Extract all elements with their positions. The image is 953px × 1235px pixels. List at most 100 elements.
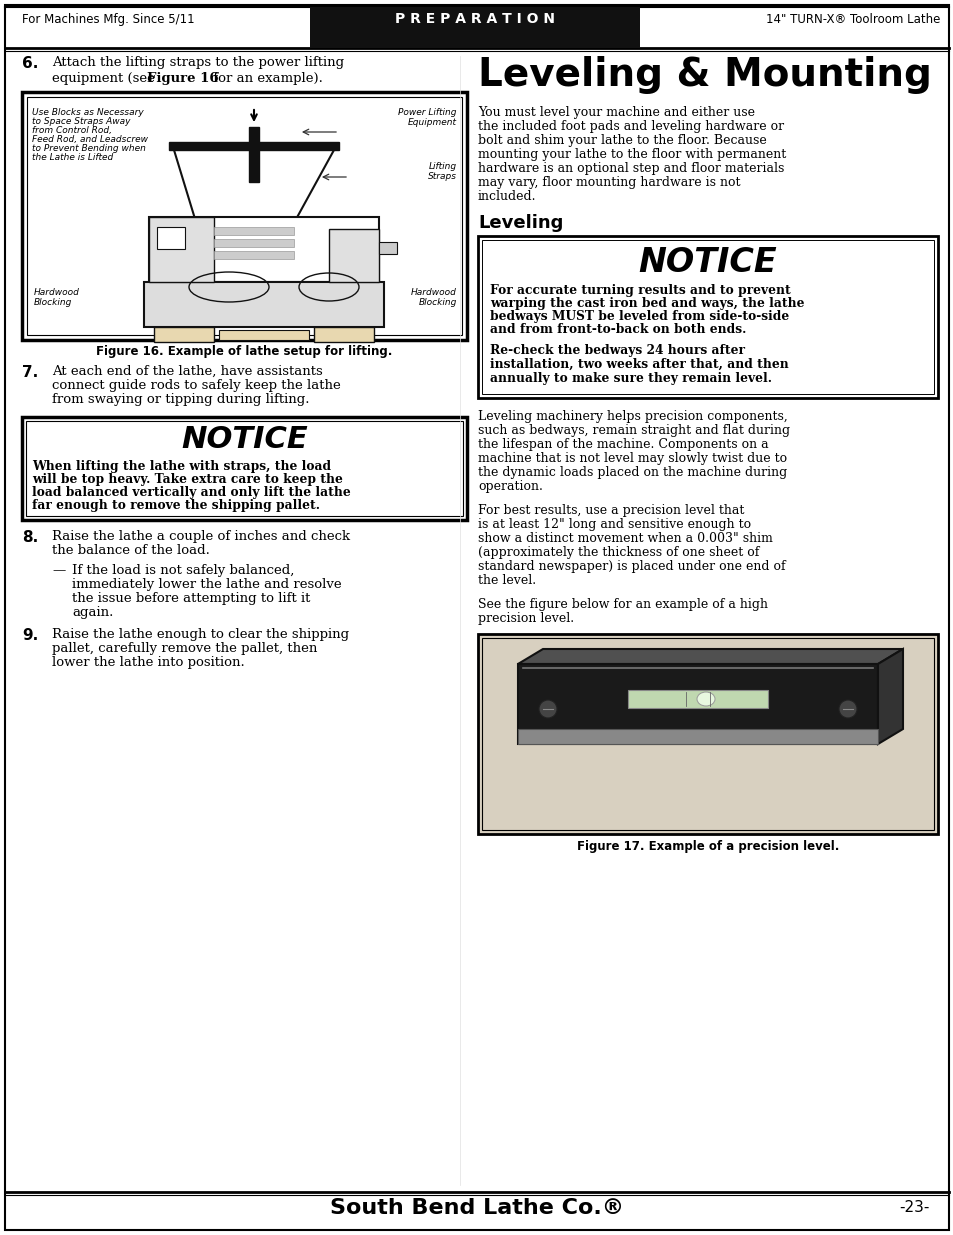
Text: warping the cast iron bed and ways, the lathe: warping the cast iron bed and ways, the …: [490, 296, 803, 310]
Text: mounting your lathe to the floor with permanent: mounting your lathe to the floor with pe…: [477, 148, 785, 161]
Text: Lifting: Lifting: [429, 162, 456, 170]
Bar: [329, 228, 378, 282]
Text: the dynamic loads placed on the machine during: the dynamic loads placed on the machine …: [477, 466, 786, 479]
Text: Use Blocks as Necessary: Use Blocks as Necessary: [32, 107, 144, 117]
Text: Blocking: Blocking: [34, 298, 72, 308]
Text: again.: again.: [71, 606, 113, 619]
Bar: [477, 634, 937, 834]
Text: South Bend Lathe Co.®: South Bend Lathe Co.®: [330, 1198, 623, 1218]
Text: lower the lathe into position.: lower the lathe into position.: [52, 656, 245, 669]
Text: Blocking: Blocking: [418, 298, 456, 308]
Text: -23-: -23-: [899, 1200, 929, 1215]
Text: When lifting the lathe with straps, the load: When lifting the lathe with straps, the …: [32, 459, 331, 473]
Text: far enough to remove the shipping pallet.: far enough to remove the shipping pallet…: [32, 499, 319, 513]
Text: Feed Rod, and Leadscrew: Feed Rod, and Leadscrew: [32, 135, 148, 144]
Text: Re-check the bedways 24 hours after: Re-check the bedways 24 hours after: [490, 345, 744, 357]
Text: annually to make sure they remain level.: annually to make sure they remain level.: [490, 372, 771, 385]
Bar: [22, 417, 467, 520]
Ellipse shape: [697, 692, 714, 706]
Text: from swaying or tipping during lifting.: from swaying or tipping during lifting.: [52, 393, 309, 406]
Bar: [153, 327, 213, 342]
Text: 6.: 6.: [22, 56, 38, 70]
Text: to Prevent Bending when: to Prevent Bending when: [32, 144, 146, 153]
Bar: [213, 251, 294, 259]
Text: hardware is an optional step and floor materials: hardware is an optional step and floor m…: [477, 162, 783, 175]
Text: connect guide rods to safely keep the lathe: connect guide rods to safely keep the la…: [52, 379, 340, 391]
Polygon shape: [521, 748, 906, 773]
Bar: [26, 421, 462, 516]
Text: Figure 17. Example of a precision level.: Figure 17. Example of a precision level.: [577, 840, 839, 853]
Text: Leveling & Mounting: Leveling & Mounting: [477, 56, 931, 94]
Text: the level.: the level.: [477, 574, 536, 587]
Bar: [477, 236, 937, 398]
Circle shape: [838, 700, 856, 718]
Text: machine that is not level may slowly twist due to: machine that is not level may slowly twi…: [477, 452, 786, 466]
Text: may vary, floor mounting hardware is not: may vary, floor mounting hardware is not: [477, 177, 740, 189]
Text: Straps: Straps: [428, 172, 456, 182]
Bar: [27, 98, 461, 335]
Text: 8.: 8.: [22, 530, 38, 545]
Text: the issue before attempting to lift it: the issue before attempting to lift it: [71, 592, 310, 605]
Text: Figure 16: Figure 16: [147, 72, 218, 85]
Bar: [481, 638, 933, 830]
Text: Hardwood: Hardwood: [411, 288, 456, 296]
Text: 9.: 9.: [22, 629, 38, 643]
Bar: [149, 217, 378, 282]
Text: Raise the lathe enough to clear the shipping: Raise the lathe enough to clear the ship…: [52, 629, 349, 641]
Text: immediately lower the lathe and resolve: immediately lower the lathe and resolve: [71, 578, 341, 592]
Text: standard newspaper) is placed under one end of: standard newspaper) is placed under one …: [477, 559, 785, 573]
Text: —: —: [52, 564, 65, 577]
Text: Raise the lathe a couple of inches and check: Raise the lathe a couple of inches and c…: [52, 530, 350, 543]
Bar: [144, 282, 384, 327]
Bar: [169, 142, 338, 149]
Text: will be top heavy. Take extra care to keep the: will be top heavy. Take extra care to ke…: [32, 473, 342, 487]
Text: For accurate turning results and to prevent: For accurate turning results and to prev…: [490, 284, 790, 296]
Text: the lifespan of the machine. Components on a: the lifespan of the machine. Components …: [477, 438, 768, 451]
Text: Attach the lifting straps to the power lifting: Attach the lifting straps to the power l…: [52, 56, 344, 69]
Text: Figure 16. Example of lathe setup for lifting.: Figure 16. Example of lathe setup for li…: [96, 345, 393, 358]
Text: NOTICE: NOTICE: [638, 246, 777, 279]
Bar: [249, 127, 258, 182]
Text: 7.: 7.: [22, 366, 38, 380]
Text: P R E P A R A T I O N: P R E P A R A T I O N: [395, 12, 555, 26]
Text: such as bedways, remain straight and flat during: such as bedways, remain straight and fla…: [477, 424, 789, 437]
Text: pallet, carefully remove the pallet, then: pallet, carefully remove the pallet, the…: [52, 642, 317, 655]
Text: Hardwood: Hardwood: [34, 288, 80, 296]
Text: Equipment: Equipment: [408, 119, 456, 127]
Text: included.: included.: [477, 190, 536, 203]
Text: Leveling machinery helps precision components,: Leveling machinery helps precision compo…: [477, 410, 787, 424]
Text: If the load is not safely balanced,: If the load is not safely balanced,: [71, 564, 294, 577]
Polygon shape: [517, 664, 877, 743]
Text: NOTICE: NOTICE: [181, 425, 308, 454]
Text: 14" TURN-X® Toolroom Lathe: 14" TURN-X® Toolroom Lathe: [765, 14, 939, 26]
Bar: [314, 327, 374, 342]
Bar: [481, 240, 933, 394]
Polygon shape: [877, 650, 902, 743]
Text: precision level.: precision level.: [477, 613, 574, 625]
Text: (approximately the thickness of one sheet of: (approximately the thickness of one shee…: [477, 546, 759, 559]
Text: load balanced vertically and only lift the lathe: load balanced vertically and only lift t…: [32, 487, 351, 499]
Bar: [378, 242, 396, 254]
Text: Leveling: Leveling: [477, 214, 563, 232]
Polygon shape: [517, 650, 902, 664]
Text: for an example).: for an example).: [209, 72, 322, 85]
Text: from Control Rod,: from Control Rod,: [32, 126, 112, 135]
Text: operation.: operation.: [477, 480, 542, 493]
Text: and from front-to-back on both ends.: and from front-to-back on both ends.: [490, 324, 745, 336]
Bar: [213, 240, 294, 247]
Text: equipment (see: equipment (see: [52, 72, 159, 85]
Bar: [213, 227, 294, 235]
Bar: [157, 227, 185, 249]
Text: the included foot pads and leveling hardware or: the included foot pads and leveling hard…: [477, 120, 783, 133]
Bar: [149, 217, 213, 282]
Text: the Lathe is Lifted: the Lathe is Lifted: [32, 153, 113, 162]
Text: installation, two weeks after that, and then: installation, two weeks after that, and …: [490, 358, 788, 370]
Text: is at least 12" long and sensitive enough to: is at least 12" long and sensitive enoug…: [477, 517, 750, 531]
Text: the balance of the load.: the balance of the load.: [52, 543, 210, 557]
Text: show a distinct movement when a 0.003" shim: show a distinct movement when a 0.003" s…: [477, 532, 772, 545]
Text: You must level your machine and either use: You must level your machine and either u…: [477, 106, 754, 119]
Bar: [310, 7, 639, 48]
Bar: [22, 91, 467, 340]
Text: bolt and shim your lathe to the floor. Because: bolt and shim your lathe to the floor. B…: [477, 135, 766, 147]
Text: Power Lifting: Power Lifting: [398, 107, 456, 117]
